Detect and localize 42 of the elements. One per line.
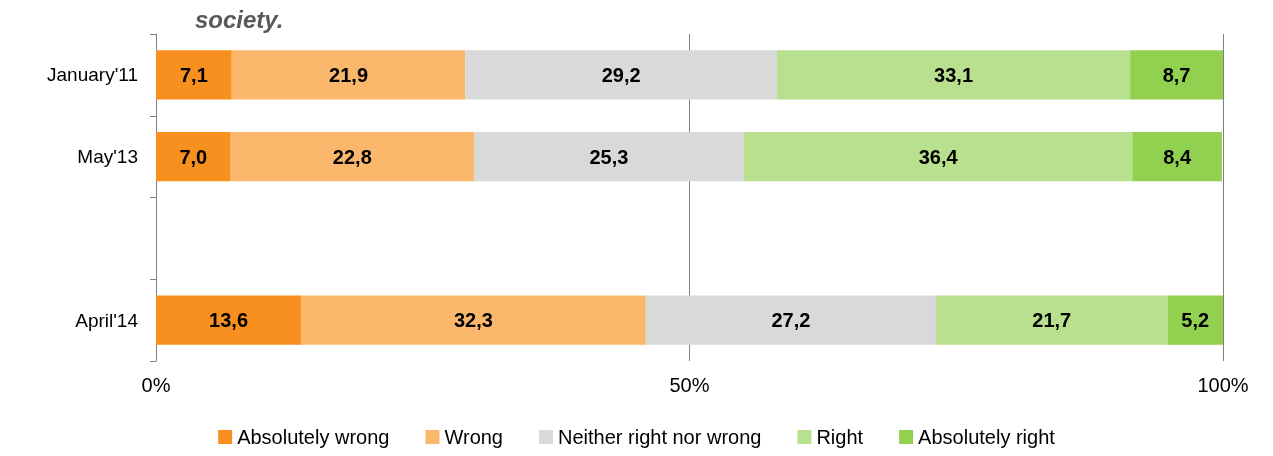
legend-label: Neither right nor wrong (558, 426, 762, 448)
data-label: 36,4 (918, 145, 959, 168)
bar (645, 295, 936, 345)
bar (465, 50, 777, 100)
legend-label: Absolutely right (918, 426, 1056, 448)
bar (776, 50, 1131, 100)
bar (156, 132, 231, 182)
y-tick-label: May'13 (77, 146, 138, 168)
legend-label: Right (816, 426, 864, 448)
x-tick-label: 0% (141, 374, 171, 396)
y-tick-label: January'11 (47, 64, 138, 86)
data-label: 22,8 (332, 145, 372, 168)
bar (1130, 50, 1223, 100)
bar (1167, 295, 1223, 345)
chart-title: society. (195, 5, 284, 33)
data-label: 27,2 (771, 309, 811, 332)
bar (231, 50, 466, 100)
x-tick-label: 50% (669, 374, 710, 396)
data-label: 7,1 (179, 63, 208, 86)
bar (156, 295, 302, 345)
y-tick-label: April'14 (75, 309, 139, 331)
data-label: 7,0 (179, 145, 208, 168)
data-label: 5,2 (1181, 309, 1210, 332)
data-label: 33,1 (934, 63, 974, 86)
data-label: 21,9 (329, 63, 369, 86)
x-tick-label: 100% (1197, 374, 1249, 396)
bar (473, 132, 744, 182)
data-label: 8,4 (1163, 145, 1192, 168)
bar (301, 295, 646, 345)
bar (1132, 132, 1222, 182)
data-label: 32,3 (453, 309, 493, 332)
data-label: 21,7 (1032, 309, 1072, 332)
data-label: 8,7 (1162, 63, 1191, 86)
bar (156, 50, 232, 100)
legend-label: Wrong (444, 426, 503, 448)
bar (743, 132, 1133, 182)
data-label: 25,3 (589, 145, 629, 168)
data-label: 13,6 (209, 309, 249, 332)
data-label: 29,2 (601, 63, 641, 86)
bar (230, 132, 474, 182)
legend-label: Absolutely wrong (237, 426, 390, 448)
bar (935, 295, 1168, 345)
